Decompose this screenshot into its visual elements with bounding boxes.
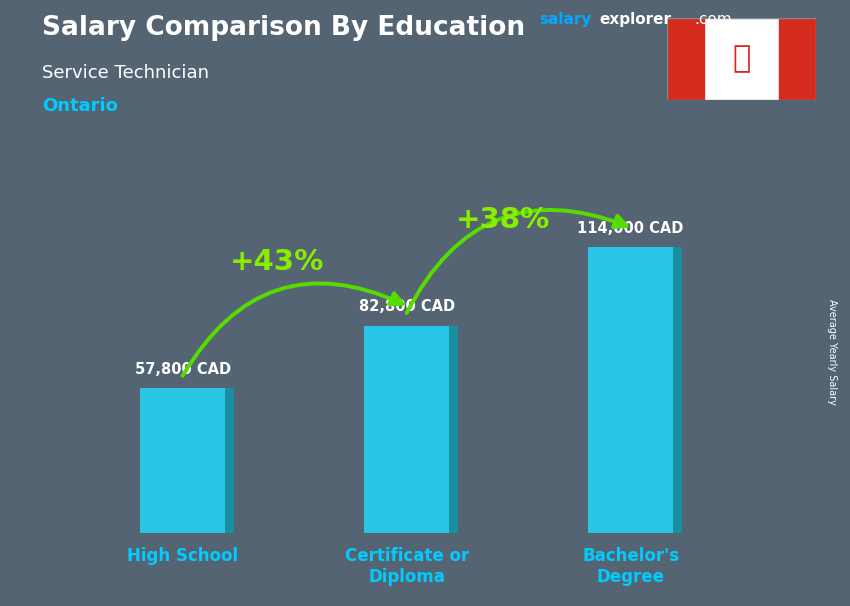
Text: Service Technician: Service Technician [42, 64, 209, 82]
Bar [225, 388, 234, 533]
Text: .com: .com [694, 12, 732, 27]
Text: explorer: explorer [599, 12, 672, 27]
Bar [364, 325, 449, 533]
Text: 🍁: 🍁 [733, 44, 751, 73]
Bar [140, 388, 225, 533]
Text: Salary Comparison By Education: Salary Comparison By Education [42, 15, 525, 41]
Bar [667, 18, 705, 100]
Text: 82,800 CAD: 82,800 CAD [359, 299, 455, 315]
Bar [779, 18, 816, 100]
Text: +43%: +43% [230, 248, 324, 276]
Bar [673, 247, 682, 533]
Text: 114,000 CAD: 114,000 CAD [577, 221, 683, 236]
Text: Ontario: Ontario [42, 97, 118, 115]
Text: +38%: +38% [456, 206, 550, 234]
Text: salary: salary [540, 12, 592, 27]
Text: 57,800 CAD: 57,800 CAD [134, 362, 230, 377]
Text: Average Yearly Salary: Average Yearly Salary [827, 299, 837, 404]
Bar [588, 247, 673, 533]
Bar [449, 325, 457, 533]
